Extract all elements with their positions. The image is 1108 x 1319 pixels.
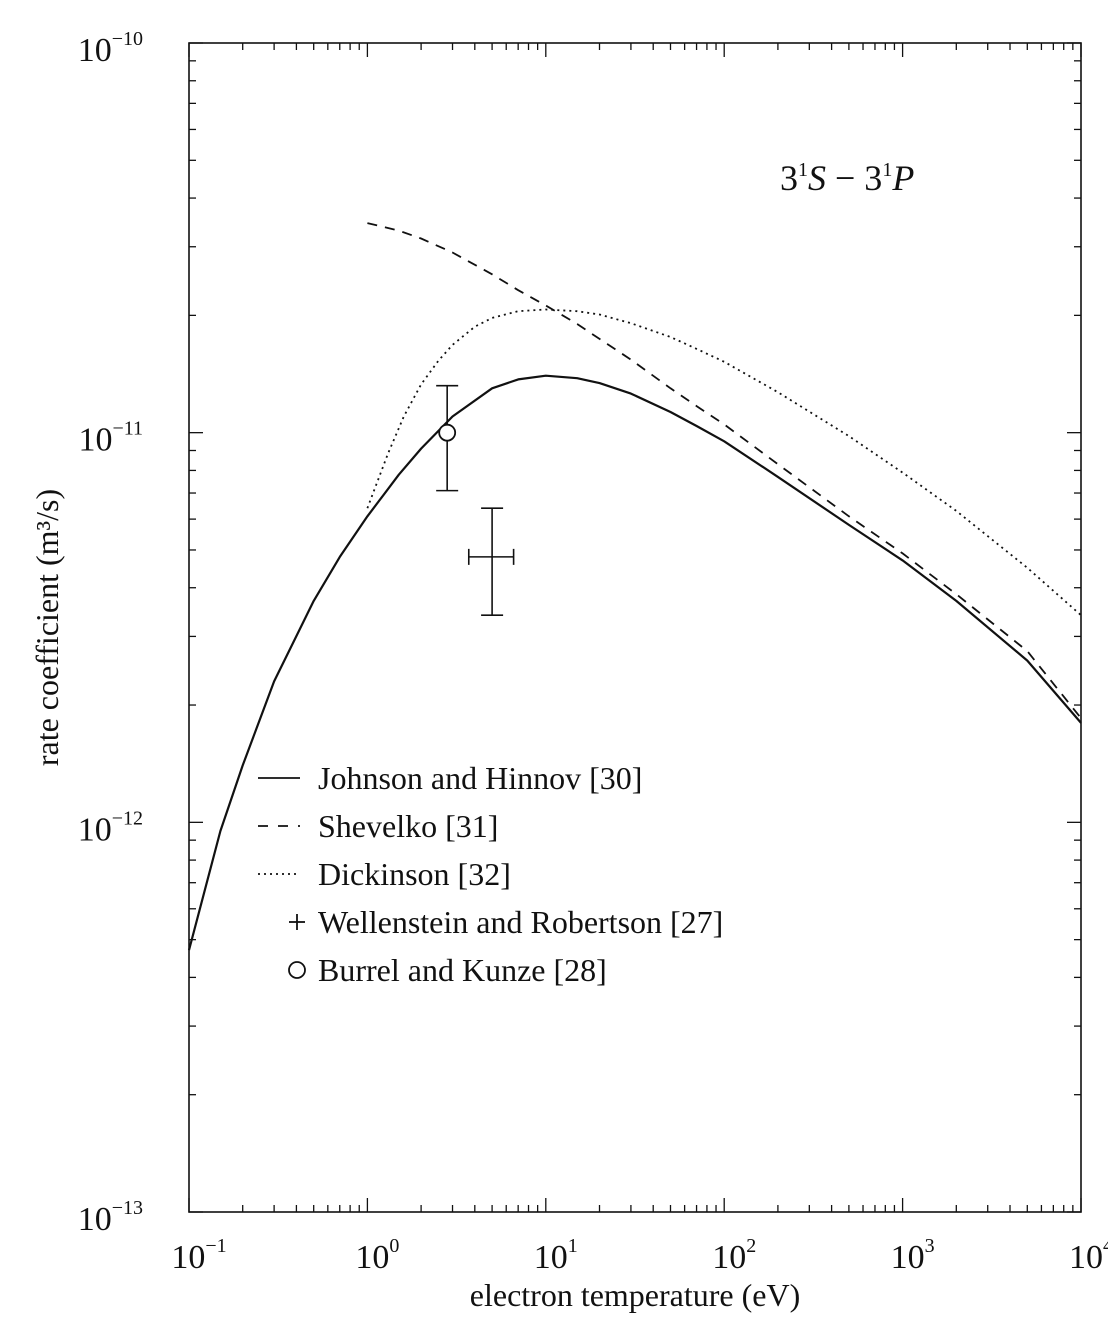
- legend-item: Wellenstein and Robertson [27]: [289, 904, 723, 940]
- legend-label: Johnson and Hinnov [30]: [318, 760, 642, 796]
- series-line-solid: [187, 374, 1082, 951]
- y-tick-labels: 10−13 10−12 10−11 10−10: [78, 28, 143, 1238]
- x-tick-label: 101: [534, 1235, 578, 1276]
- y-tick-label: 10−12: [78, 807, 143, 848]
- series-lines: [187, 222, 1082, 951]
- x-tick-label: 10−1: [171, 1235, 226, 1276]
- legend-symbol: [288, 961, 306, 979]
- y-axis-label: rate coefficient (m³/s): [29, 489, 65, 766]
- data-markers: [436, 384, 515, 617]
- legend-label: Dickinson [32]: [318, 856, 511, 892]
- circle-marker: [438, 423, 457, 442]
- tick-marks: [188, 42, 1082, 1213]
- legend-item: Burrel and Kunze [28]: [288, 952, 607, 988]
- legend-item: Johnson and Hinnov [30]: [258, 760, 642, 796]
- legend: Johnson and Hinnov [30] Shevelko [31] Dick…: [258, 760, 723, 988]
- legend-label: Wellenstein and Robertson [27]: [318, 904, 723, 940]
- y-tick-label: 10−10: [78, 28, 143, 69]
- x-axis-label: electron temperature (eV): [470, 1277, 800, 1313]
- plus-data-point: [467, 507, 515, 617]
- y-tick-label: 10−11: [78, 418, 143, 459]
- series-line-dotted: [366, 308, 1082, 616]
- transition-label: 31S − 31P: [780, 158, 914, 198]
- legend-item: Shevelko [31]: [258, 808, 498, 844]
- series-line-dashed: [367, 222, 1082, 719]
- x-tick-label: 103: [891, 1235, 935, 1276]
- x-tick-label: 104: [1069, 1235, 1108, 1276]
- x-tick-label: 100: [355, 1235, 399, 1276]
- legend-label: Burrel and Kunze [28]: [318, 952, 607, 988]
- legend-item: Dickinson [32]: [258, 856, 511, 892]
- x-tick-labels: 10−1 100 101 102 103 104: [171, 1235, 1108, 1276]
- legend-label: Shevelko [31]: [318, 808, 498, 844]
- circle-data-point: [436, 384, 459, 492]
- plot-frame: [188, 42, 1082, 1213]
- x-tick-label: 102: [712, 1235, 756, 1276]
- y-tick-label: 10−13: [78, 1197, 143, 1238]
